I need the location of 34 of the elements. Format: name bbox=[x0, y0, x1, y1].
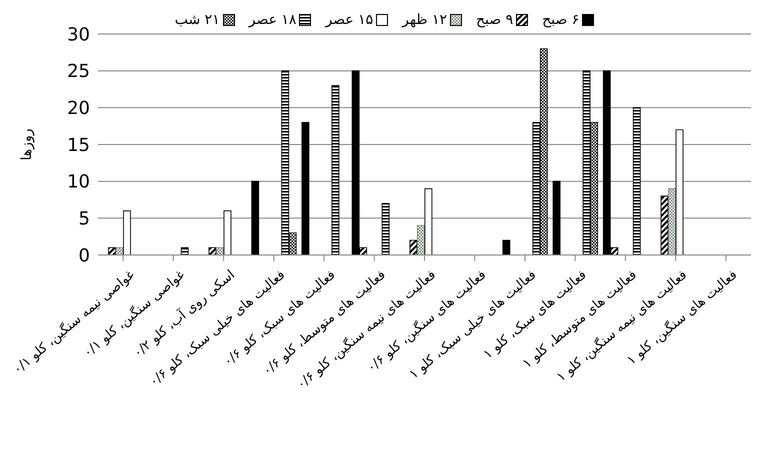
y-axis-title: روزها bbox=[18, 128, 35, 160]
bar bbox=[416, 225, 425, 255]
legend-label: ۶ صبح bbox=[542, 12, 580, 28]
bar bbox=[208, 247, 216, 255]
bar bbox=[424, 188, 432, 255]
bar bbox=[668, 188, 676, 255]
bar bbox=[676, 129, 684, 255]
legend-label: ۱۲ ظهر bbox=[402, 12, 447, 28]
bar bbox=[251, 180, 260, 255]
y-tick-label: 30 bbox=[67, 24, 90, 46]
bar bbox=[180, 247, 189, 255]
bar bbox=[382, 203, 390, 255]
bar bbox=[409, 240, 418, 255]
bar bbox=[552, 180, 560, 255]
y-tick-label: 0 bbox=[78, 245, 90, 266]
bar bbox=[108, 247, 116, 255]
bar bbox=[302, 122, 310, 255]
y-tick-label: 5 bbox=[78, 208, 90, 230]
bar bbox=[660, 196, 668, 255]
bar bbox=[216, 247, 224, 255]
legend-label: ۱۸ عصر bbox=[248, 12, 296, 28]
bar bbox=[502, 240, 510, 255]
bar bbox=[632, 107, 641, 255]
bar bbox=[123, 210, 131, 255]
bar bbox=[332, 85, 340, 255]
y-tick-label: 15 bbox=[67, 134, 90, 156]
legend-label: ۹ صبح bbox=[476, 12, 514, 28]
legend-label: ۱۵ عصر bbox=[325, 12, 374, 28]
legend-label: ۲۱ شب bbox=[174, 12, 220, 28]
y-tick-label: 10 bbox=[67, 172, 90, 193]
y-tick-label: 20 bbox=[67, 98, 90, 120]
y-tick-label: 25 bbox=[67, 61, 90, 82]
bar bbox=[224, 210, 232, 255]
bar bbox=[116, 247, 124, 255]
